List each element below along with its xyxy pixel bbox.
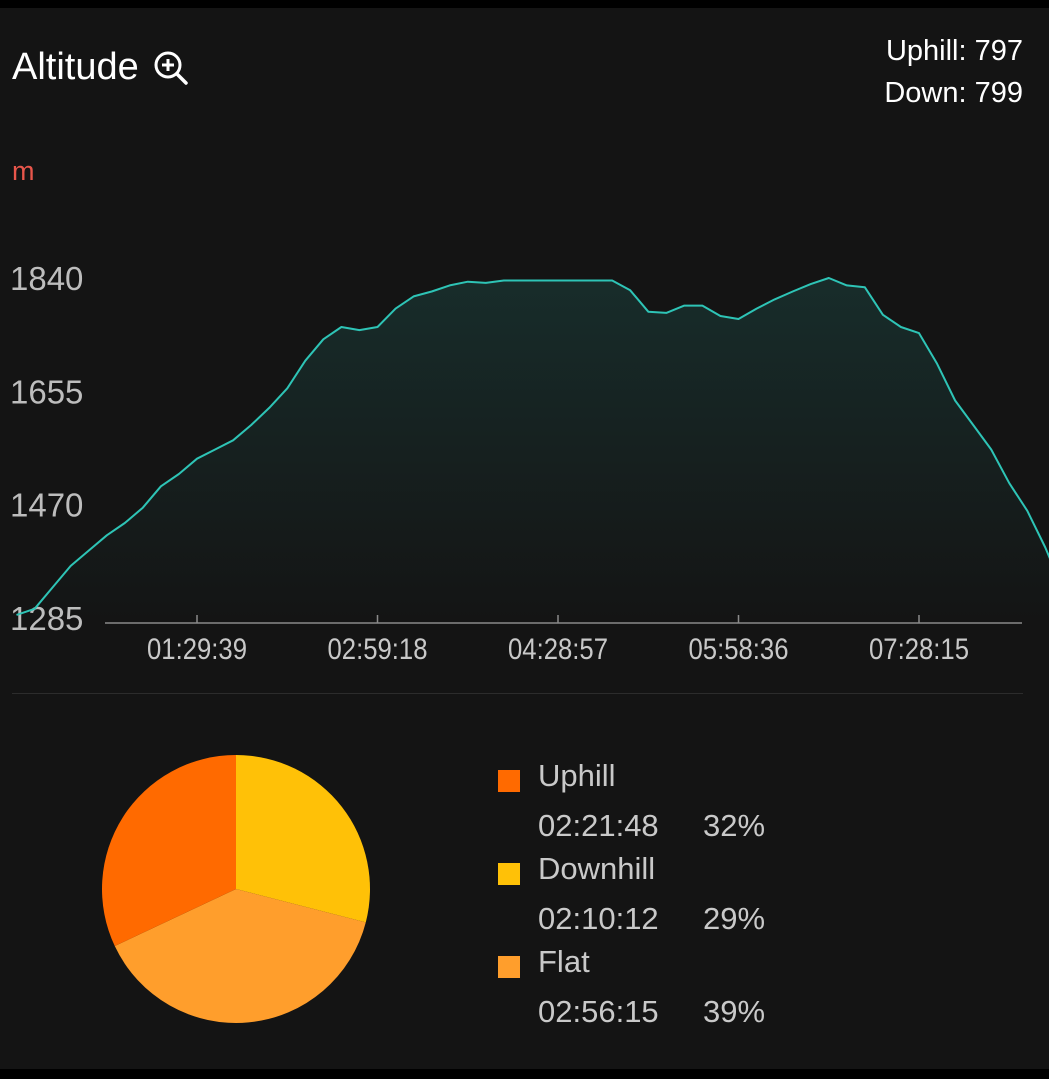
pie-slice-flat — [114, 889, 366, 1023]
altitude-area-fill — [16, 278, 1049, 623]
x-tick-label: 05:58:36 — [689, 633, 789, 666]
legend-percent: 32% — [703, 808, 766, 843]
y-tick-label: 1840 — [10, 260, 83, 297]
y-tick-label: 1655 — [10, 373, 83, 410]
legend-percent: 29% — [703, 901, 766, 936]
legend-label: Downhill — [538, 851, 656, 886]
legend-percent: 39% — [703, 994, 766, 1029]
title-row: Altitude — [12, 46, 191, 89]
pie-slice-downhill — [236, 755, 370, 923]
divider — [12, 693, 1023, 694]
altitude-chart: 184016551470128501:29:3902:59:1804:28:57… — [10, 260, 1049, 666]
altitude-card: 184016551470128501:29:3902:59:1804:28:57… — [0, 8, 1049, 1069]
legend-time: 02:10:12 — [538, 901, 659, 936]
legend-label: Flat — [538, 944, 590, 979]
legend-time: 02:21:48 — [538, 808, 659, 843]
x-tick-label: 01:29:39 — [147, 633, 247, 666]
page-title: Altitude — [12, 46, 139, 88]
altitude-stats: Uphill: 797 Down: 799 — [884, 30, 1023, 114]
pie-slice-uphill — [101, 755, 236, 947]
x-tick-label: 07:28:15 — [869, 633, 969, 666]
altitude-line — [16, 277, 1049, 616]
x-tick-label: 04:28:57 — [508, 633, 608, 666]
time-breakdown-pie — [101, 755, 370, 1023]
legend-swatch — [498, 863, 520, 885]
legend-swatch — [498, 956, 520, 978]
legend-swatch — [498, 770, 520, 792]
zoom-in-icon[interactable] — [151, 48, 191, 88]
uphill-stat: Uphill: 797 — [885, 35, 1023, 67]
y-axis-unit: m — [12, 156, 35, 186]
legend-label: Uphill — [538, 758, 616, 793]
down-stat: Down: 799 — [884, 77, 1023, 109]
y-tick-label: 1470 — [10, 487, 83, 524]
legend-time: 02:56:15 — [538, 994, 659, 1029]
x-tick-label: 02:59:18 — [328, 633, 428, 666]
